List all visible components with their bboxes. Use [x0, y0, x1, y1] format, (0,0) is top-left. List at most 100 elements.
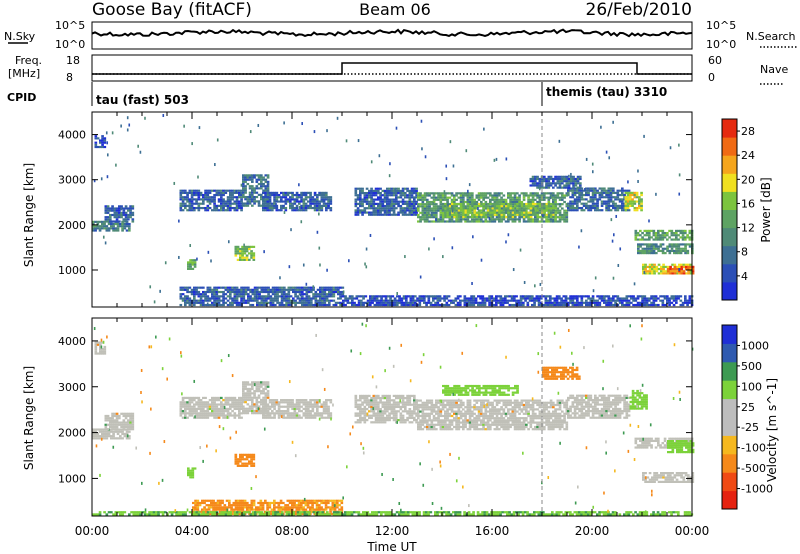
scatter-cell: [356, 211, 360, 214]
scatter-cell: [618, 200, 622, 203]
scatter-cell: [105, 430, 109, 433]
scatter-cell: [271, 204, 274, 207]
scatter-cell: [502, 213, 506, 216]
scatter-cell: [104, 220, 108, 223]
scatter-cell: [337, 293, 340, 296]
scatter-cell: [318, 405, 321, 408]
scatter-cell: [480, 205, 483, 208]
scatter-cell: [260, 187, 263, 190]
scatter-cell: [241, 256, 244, 259]
scatter-cell: [625, 299, 629, 302]
scatter-cell: [226, 288, 230, 291]
scatter-cell: [111, 209, 114, 212]
scatter-cell: [215, 399, 219, 402]
scatter-cell: [468, 194, 472, 197]
scatter-cell: [480, 209, 483, 212]
scatter-cell: [450, 220, 454, 223]
noise-left-tick-top: 10^5: [55, 19, 85, 32]
scatter-cell: [558, 184, 562, 187]
scatter-cell: [250, 252, 253, 255]
scatter-cell: [206, 416, 210, 419]
scatter-cell: [657, 238, 660, 241]
scatter-cell: [275, 203, 277, 207]
scatter-cell: [386, 209, 389, 212]
scatter-cell: [289, 416, 292, 419]
scatter-cell: [307, 303, 311, 307]
scatter-cell: [319, 286, 322, 289]
scatter-cell: [186, 295, 189, 298]
scatter-cell: [283, 288, 286, 291]
scatter-cell: [121, 432, 124, 436]
scatter-cell: [213, 193, 216, 197]
scatter-cell: [525, 213, 528, 216]
scatter-cell: [426, 213, 429, 217]
scatter-cell: [401, 191, 405, 195]
scatter-cell: [413, 191, 416, 195]
scatter-cell: [304, 410, 308, 413]
scatter-cell: [129, 207, 132, 210]
scatter-cell: [282, 410, 285, 413]
scatter-cell: [420, 295, 424, 298]
scatter-cell: [668, 245, 672, 248]
scatter-cell: [392, 204, 396, 208]
scatter-cell: [112, 432, 115, 436]
scatter-cell: [123, 227, 127, 230]
scatter-cell: [318, 193, 321, 197]
scatter-cell: [614, 209, 617, 212]
scatter-cell: [202, 202, 205, 205]
scatter-cell: [326, 268, 328, 272]
scatter-cell: [267, 286, 270, 289]
scatter-cell: [428, 200, 431, 204]
scatter-cell: [255, 180, 259, 183]
scatter-cell: [463, 301, 467, 304]
scatter-cell: [207, 250, 210, 254]
scatter-cell: [524, 295, 527, 298]
scatter-cell: [242, 297, 246, 300]
scatter-cell: [682, 249, 685, 253]
scatter-cell: [122, 207, 126, 210]
scatter-cell: [616, 209, 620, 212]
scatter-cell: [242, 301, 246, 304]
scatter-cell: [277, 416, 281, 419]
scatter-cell: [661, 234, 665, 237]
scatter-cell: [413, 200, 416, 203]
scatter-cell: [334, 301, 338, 304]
scatter-cell: [346, 297, 350, 300]
scatter-cell: [678, 263, 681, 266]
scatter-cell: [423, 211, 427, 214]
scatter-cell: [482, 205, 486, 208]
scatter-cell: [104, 209, 108, 212]
scatter-cell: [641, 252, 645, 255]
scatter-cell: [286, 407, 290, 411]
scatter-cell: [574, 180, 578, 183]
scatter-cell: [193, 410, 196, 413]
scatter-cell: [222, 410, 225, 413]
scatter-cell: [104, 207, 108, 210]
scatter-cell: [273, 202, 276, 205]
scatter-cell: [129, 414, 132, 418]
scatter-cell: [206, 403, 210, 406]
scatter-cell: [100, 177, 103, 181]
scatter-cell: [246, 398, 250, 402]
scatter-cell: [204, 191, 207, 194]
scatter-cell: [242, 204, 245, 207]
scatter-cell: [322, 407, 326, 411]
scatter-cell: [437, 196, 440, 199]
scatter-cell: [488, 303, 491, 307]
scatter-cell: [334, 288, 338, 291]
scatter-cell: [204, 416, 207, 419]
scatter-cell: [258, 293, 261, 296]
scatter-cell: [448, 218, 452, 221]
scatter-cell: [538, 215, 542, 219]
scatter-cell: [473, 220, 476, 223]
scatter-cell: [322, 412, 326, 415]
scatter-cell: [240, 191, 243, 194]
scatter-cell: [591, 191, 595, 194]
scatter-cell: [507, 209, 510, 212]
scatter-cell: [616, 189, 620, 192]
scatter-cell: [396, 295, 399, 298]
colorbar-tick-label: 12: [741, 222, 755, 235]
scatter-cell: [585, 301, 588, 304]
scatter-cell: [280, 288, 284, 291]
scatter-cell: [442, 213, 445, 216]
